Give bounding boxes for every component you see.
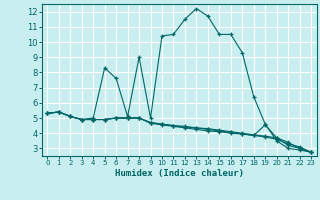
X-axis label: Humidex (Indice chaleur): Humidex (Indice chaleur) [115,169,244,178]
